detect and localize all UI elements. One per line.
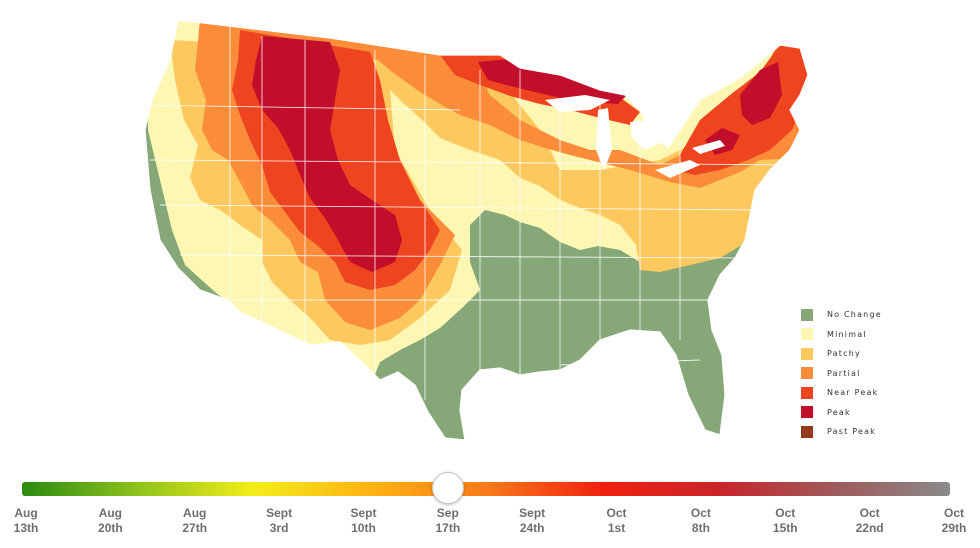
tick-day: 27th <box>182 521 208 535</box>
tick-day: 29th <box>941 521 967 535</box>
legend-item: Past Peak <box>801 422 951 442</box>
tick-day: 8th <box>691 521 710 535</box>
tick-day: 24th <box>519 521 545 535</box>
legend-item: No Change <box>801 305 951 325</box>
legend-label: Peak <box>827 407 851 417</box>
date-tick-label[interactable]: Sep 17th <box>418 506 478 536</box>
legend-swatch <box>801 367 813 380</box>
us-foliage-map <box>144 19 809 441</box>
tick-day: 3rd <box>269 521 289 535</box>
date-tick-label[interactable]: Oct 1st <box>587 506 647 536</box>
tick-day: 10th <box>351 521 376 535</box>
date-tick-label[interactable]: Oct 22nd <box>840 506 900 536</box>
tick-month: Sept <box>266 506 293 520</box>
tick-month: Aug <box>98 506 123 520</box>
legend-swatch <box>801 425 813 438</box>
date-tick-label[interactable]: Sept 3rd <box>249 506 309 536</box>
date-tick-label[interactable]: Sept 24th <box>502 506 562 536</box>
tick-month: Aug <box>183 506 207 520</box>
legend-label: Minimal <box>827 329 867 339</box>
date-tick-label[interactable]: Aug 27th <box>165 506 225 536</box>
legend-label: Patchy <box>827 349 861 359</box>
tick-day: 17th <box>435 521 461 535</box>
legend-swatch <box>801 386 813 399</box>
date-tick-label[interactable]: Oct 8th <box>671 506 731 536</box>
us-outline <box>144 19 809 441</box>
legend-swatch <box>801 406 813 419</box>
tick-month: Sep <box>436 506 459 520</box>
date-tick-label[interactable]: Aug 13th <box>0 506 56 536</box>
legend-swatch <box>801 308 813 321</box>
date-tick-label[interactable]: Oct 15th <box>755 506 815 536</box>
zone-peak-minnesota <box>478 58 628 104</box>
zone-peak-new-england <box>740 62 782 125</box>
foliage-legend: No Change Minimal Patchy Partial Near Peak Pe… <box>801 305 951 442</box>
tick-day: 20th <box>98 521 123 535</box>
legend-label: Near Peak <box>827 388 879 398</box>
date-slider-handle[interactable] <box>431 472 464 504</box>
tick-month: Sept <box>350 506 377 520</box>
date-tick-label[interactable]: Sept 10th <box>333 506 393 536</box>
legend-swatch <box>801 328 813 341</box>
legend-item: Near Peak <box>801 383 951 403</box>
legend-item: Minimal <box>801 325 951 345</box>
legend-item: Peak <box>801 403 951 423</box>
legend-swatch <box>801 347 813 360</box>
tick-day: 15th <box>772 521 798 535</box>
great-lakes <box>545 95 725 178</box>
legend-label: No Change <box>827 310 882 320</box>
tick-day: 22nd <box>855 521 884 535</box>
tick-month: Oct <box>690 506 711 520</box>
tick-day: 13th <box>13 521 39 535</box>
date-tick-label[interactable]: Aug 20th <box>80 506 140 536</box>
legend-label: Partial <box>827 368 861 378</box>
legend-label: Past Peak <box>827 427 877 437</box>
tick-month: Sept <box>519 506 546 520</box>
date-timeline-track[interactable] <box>22 482 950 496</box>
zone-peak-northern-rockies <box>252 36 402 272</box>
tick-month: Aug <box>14 506 38 520</box>
tick-month: Oct <box>859 506 880 520</box>
tick-month: Oct <box>606 506 627 520</box>
tick-day: 1st <box>607 521 626 535</box>
legend-item: Partial <box>801 364 951 384</box>
legend-item: Patchy <box>801 344 951 364</box>
tick-month: Oct <box>775 506 796 520</box>
date-tick-label[interactable]: Oct 29th <box>924 506 980 536</box>
tick-month: Oct <box>943 506 964 520</box>
